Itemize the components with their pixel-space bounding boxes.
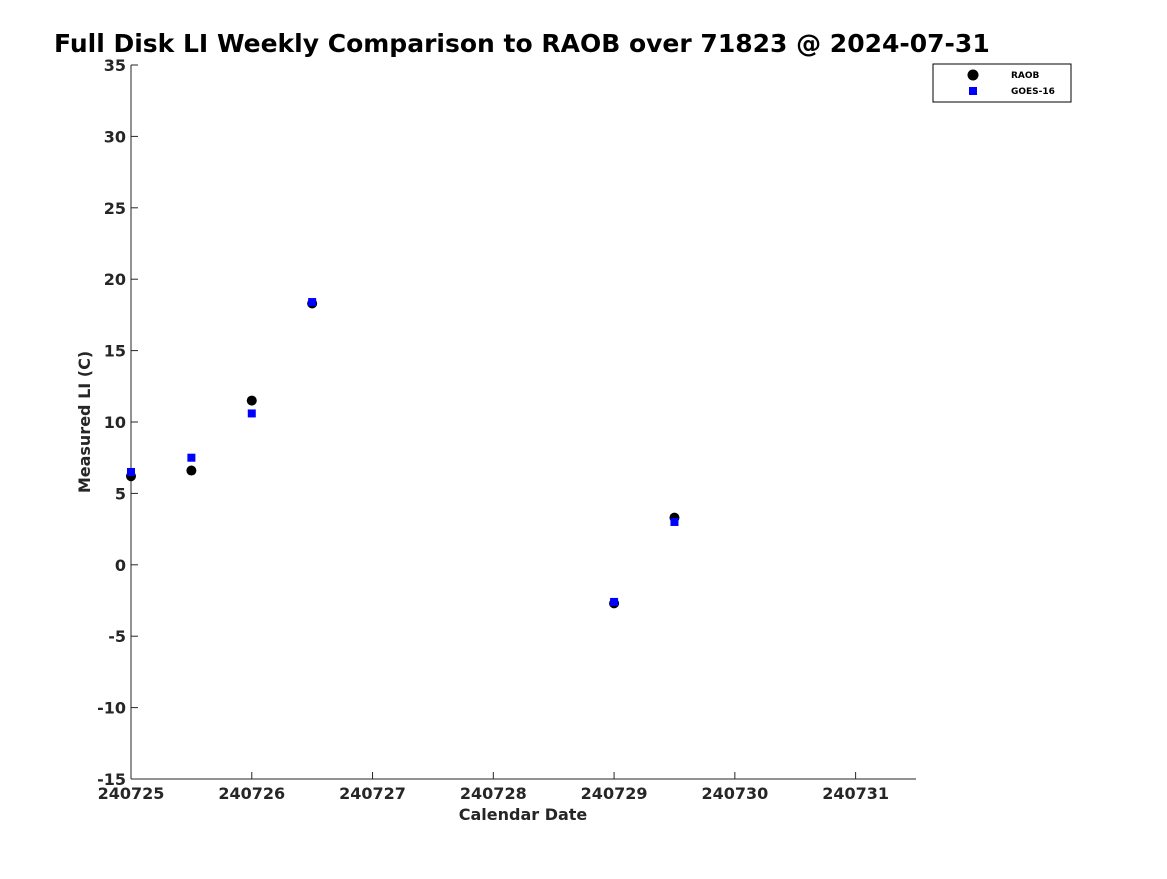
x-tick-label: 240729 (581, 784, 648, 803)
raob-data-point (246, 395, 257, 406)
y-tick-label: -10 (97, 699, 126, 718)
data-points (126, 298, 680, 609)
x-tick-label: 240731 (822, 784, 889, 803)
y-tick-label: 35 (104, 56, 126, 75)
legend-box (932, 63, 1072, 103)
y-tick-label: -5 (108, 627, 126, 646)
y-tick-label: 15 (104, 342, 126, 361)
goes-16-data-point (308, 298, 317, 307)
y-tick-label: 10 (104, 413, 126, 432)
raob-data-point (186, 465, 197, 476)
chart-title: Full Disk LI Weekly Comparison to RAOB o… (54, 29, 990, 58)
legend-raob-marker (967, 69, 979, 81)
goes-16-data-point (247, 409, 256, 418)
goes-16-data-point (127, 467, 135, 476)
goes-16-data-point (187, 453, 196, 462)
y-tick-label: 25 (104, 199, 126, 218)
x-tick-label: 240728 (460, 784, 527, 803)
x-ticks: 240725 240726 240727 240728 240729 240730 2407… (98, 772, 889, 803)
y-ticks: -15 -10 -5 0 5 10 15 20 25 30 35 (97, 56, 138, 789)
x-tick-label: 240727 (339, 784, 406, 803)
x-tick-label: 240726 (218, 784, 285, 803)
goes-16-data-point (670, 517, 679, 526)
legend-raob-label: RAOB (1011, 71, 1040, 81)
legend-goes-label: GOES-16 (1011, 87, 1055, 97)
x-tick-label: 240730 (701, 784, 768, 803)
axes (130, 65, 916, 780)
x-axis-label: Calendar Date (459, 805, 588, 824)
goes-16-data-point (610, 597, 619, 606)
y-tick-label: 30 (104, 127, 126, 146)
legend-goes-marker (969, 87, 977, 95)
y-tick-label: 0 (115, 556, 126, 575)
y-axis-label: Measured LI (C) (75, 351, 94, 493)
x-tick-label: 240725 (98, 784, 165, 803)
y-tick-label: -15 (97, 770, 126, 789)
y-tick-label: 5 (115, 484, 126, 503)
legend: RAOB GOES-16 (932, 63, 1072, 103)
y-tick-label: 20 (104, 270, 126, 289)
